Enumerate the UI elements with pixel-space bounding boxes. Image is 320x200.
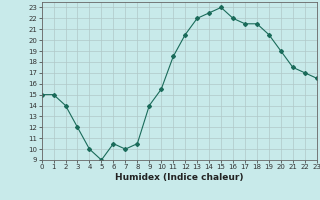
X-axis label: Humidex (Indice chaleur): Humidex (Indice chaleur) bbox=[115, 173, 244, 182]
